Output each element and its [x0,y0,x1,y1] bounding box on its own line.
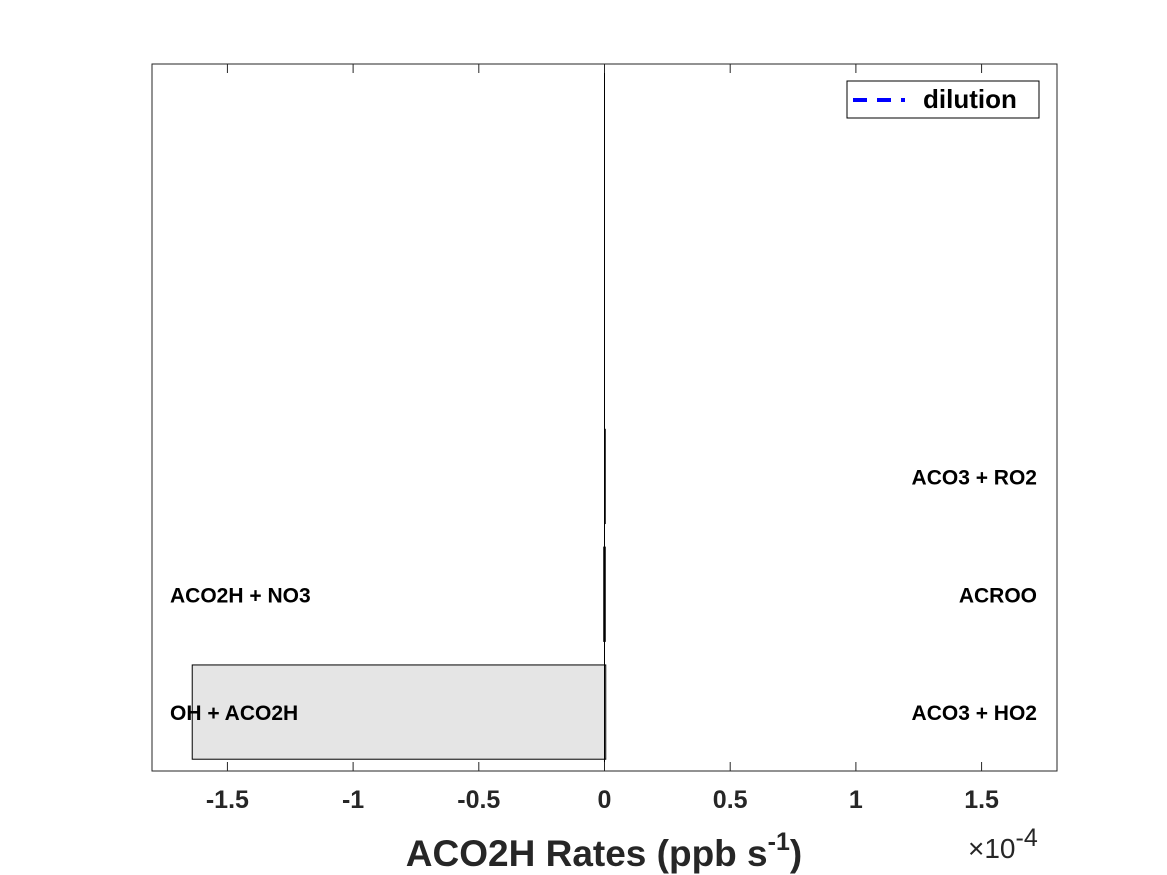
x-axis-title-sup: -1 [768,828,790,856]
bar-label-positive-2: ACO3 + RO2 [912,466,1037,489]
bar-labels-layer: OH + ACO2H ACO3 + HO2 ACO2H + NO3 ACROO ACO3… [170,466,1037,725]
legend: dilution [846,80,1040,119]
x-axis-title: ACO2H Rates (ppb s-1) [406,828,802,874]
x-axis-title-main: ACO2H Rates (ppb s [406,833,768,874]
x-axis-title-tail: ) [790,833,802,874]
x-axis-exponent-base: ×10 [968,833,1016,864]
x-tick-label-1: -1 [342,786,364,814]
x-axis-exponent-sup: -4 [1016,824,1038,852]
plot-frame [151,63,1058,772]
bar-label-negative-1: ACO2H + NO3 [170,584,311,607]
x-tick-label-2: -0.5 [457,786,500,814]
x-tick-label-3: 0 [598,786,612,814]
x-tick-label-6: 1.5 [964,786,999,814]
bar-label-positive-0: ACO3 + HO2 [912,702,1037,725]
x-axis-exponent: ×10-4 [968,824,1038,864]
bar-label-positive-1: ACROO [959,584,1037,607]
x-tick-label-0: -1.5 [206,786,249,814]
bar-negative-0 [191,664,605,760]
x-tick-label-5: 1 [849,786,863,814]
legend-label-dilution: dilution [923,84,1017,114]
bar-label-negative-0: OH + ACO2H [170,702,298,725]
ticks-layer: -1.5 -1 -0.5 0 0.5 1 1.5 [206,64,999,814]
bars-layer [191,428,607,760]
x-tick-label-4: 0.5 [713,786,748,814]
